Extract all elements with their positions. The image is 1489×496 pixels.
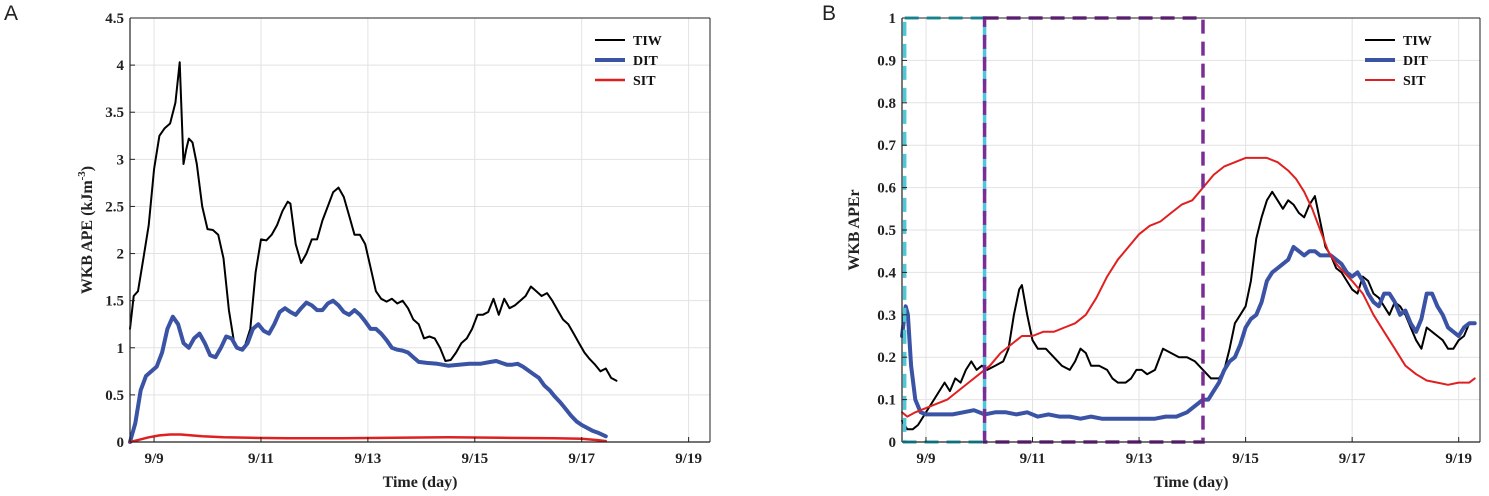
series-line-dit (900, 245, 1477, 421)
x-tick-label: 9/15 (1232, 451, 1259, 467)
series-line-tiw (901, 190, 1476, 431)
y-axis-label-main: WKB APE (kJm (79, 180, 96, 294)
y-axis-label: WKB APEr (846, 189, 863, 270)
x-tick-label: 9/17 (1339, 451, 1366, 467)
legend-label-sit: SIT (633, 74, 656, 89)
y-tick-label: 3 (117, 152, 125, 168)
y-axis-label-close: ) (79, 166, 96, 171)
y-tick-label: 0.1 (877, 393, 896, 409)
chart-a: 9/9 9/11 9/13 9/15 9/17 9/19 0 0.5 1 1.5 2 2.5 3 3.5 4… (76, 11, 711, 491)
y-tick-label: 0 (889, 435, 897, 451)
y-tick-label: 3.5 (105, 105, 124, 121)
series-line-sit (901, 156, 1476, 418)
y-tick-label: 1 (117, 341, 125, 357)
panel-b: B 9/9 9/11 9/13 9/15 9/17 9/19 0 0.1 0.2 0.3 0.4 0.… (760, 0, 1489, 496)
chart-b: 9/9 9/11 9/13 9/15 9/17 9/19 0 0.1 0.2 0.3 0.4 0.5 0… (846, 11, 1481, 491)
x-tick-label: 9/13 (355, 451, 382, 467)
series-line-dit (128, 298, 608, 444)
panel-label-a: A (4, 2, 19, 25)
y-tick-label: 0.5 (105, 388, 124, 404)
y-tick-label: 0.8 (877, 96, 896, 112)
y-axis-label-superscript: -3 (76, 171, 88, 181)
y-tick-label: 1 (889, 11, 897, 27)
x-tick-label: 9/9 (916, 451, 935, 467)
x-tick-label: 9/19 (1445, 451, 1472, 467)
y-tick-label: 0.5 (877, 223, 896, 239)
legend-label-dit: DIT (1403, 54, 1429, 69)
x-axis-label: Time (day) (383, 474, 458, 491)
legend-label-tiw: TIW (633, 34, 662, 49)
y-tick-label: 1.5 (105, 294, 124, 310)
y-tick-label: 2.5 (105, 199, 124, 215)
legend-label-dit: DIT (633, 54, 659, 69)
x-tick-label: 9/19 (675, 451, 702, 467)
y-tick-label: 0.3 (877, 308, 896, 324)
y-tick-label: 0 (117, 435, 125, 451)
y-tick-label: 0.4 (877, 265, 896, 281)
series-line-sit (128, 433, 608, 444)
x-tick-label: 9/11 (248, 451, 274, 467)
x-tick-label: 9/13 (1126, 451, 1153, 467)
y-tick-label: 2 (117, 247, 125, 263)
y-tick-label: 4.5 (105, 11, 124, 27)
y-tick-label: 0.2 (877, 350, 896, 366)
y-tick-label: 0.9 (877, 53, 896, 69)
y-tick-label: 0.7 (877, 138, 896, 154)
y-tick-label: 0.6 (877, 181, 896, 197)
legend-label-tiw: TIW (1403, 34, 1432, 49)
y-tick-label: 4 (117, 58, 125, 74)
series-line-tiw (129, 61, 618, 382)
x-axis-label: Time (day) (1154, 474, 1229, 491)
y-axis-label: WKB APE (kJm-3) (76, 166, 96, 294)
x-tick-label: 9/11 (1020, 451, 1046, 467)
panel-a: A 9/9 9/11 9/13 9/15 9/17 9/19 0 0.5 1 1.5 2 2.5 3 3.… (4, 2, 711, 491)
plot-area (130, 18, 710, 442)
legend-label-sit: SIT (1403, 74, 1426, 89)
x-tick-label: 9/9 (144, 451, 163, 467)
x-tick-label: 9/15 (461, 451, 488, 467)
x-tick-label: 9/17 (568, 451, 595, 467)
panel-label-b: B (822, 2, 837, 25)
